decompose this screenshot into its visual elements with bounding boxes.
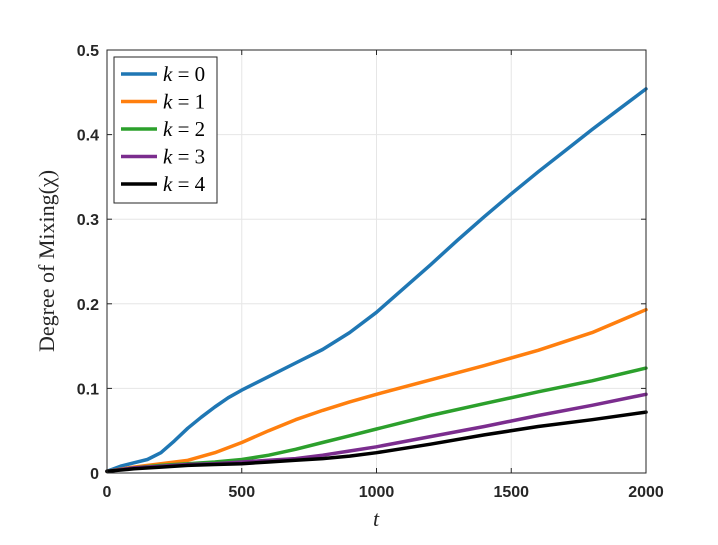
legend-label-k4: k = 4 [163, 172, 206, 196]
legend-label-k3: k = 3 [163, 145, 205, 169]
series-line-k4 [105, 410, 648, 474]
y-tick-label: 0.3 [77, 212, 99, 229]
y-tick-label: 0.4 [77, 128, 99, 145]
x-tick-label: 2000 [628, 484, 664, 501]
legend: k = 0 k = 1 k = 2 k = 3 k = 4 [113, 56, 218, 204]
y-tick-label: 0.5 [77, 43, 99, 60]
tick-labels: 0 500 1000 1500 2000 0 0.1 0.2 0.3 0.4 0.5 [77, 43, 664, 501]
x-axis-label: t [373, 506, 380, 531]
x-tick-label: 500 [228, 484, 255, 501]
series-layer [105, 87, 648, 474]
x-tick-label: 0 [103, 484, 112, 501]
y-tick-label: 0 [90, 466, 99, 483]
x-tick-label: 1000 [359, 484, 395, 501]
x-tick-label: 1500 [493, 484, 529, 501]
series-line-k1 [105, 307, 648, 474]
legend-label-k0: k = 0 [163, 62, 205, 86]
y-tick-label: 0.2 [77, 297, 99, 314]
legend-label-k2: k = 2 [163, 117, 205, 141]
legend-label-k1: k = 1 [163, 90, 205, 114]
ticks [106, 49, 647, 474]
series-line-k0 [105, 87, 648, 474]
y-tick-label: 0.1 [77, 381, 99, 398]
y-axis-label: Degree of Mixing(χ) [34, 170, 59, 352]
